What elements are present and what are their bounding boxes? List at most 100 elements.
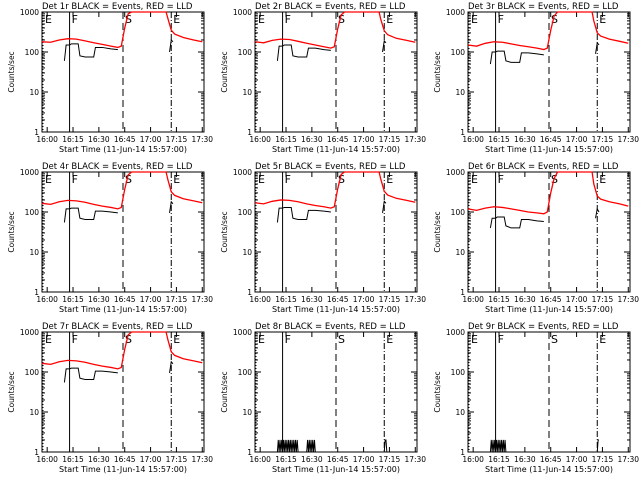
marker-label: E xyxy=(258,13,265,26)
series-lld xyxy=(467,11,629,51)
y-tick-label: 1000 xyxy=(233,8,252,17)
y-tick-label: 100 xyxy=(25,208,40,217)
y-axis-label: Counts/sec xyxy=(220,51,229,92)
series-events xyxy=(276,206,331,223)
series-line xyxy=(383,439,388,453)
x-tick-label: 17:30 xyxy=(404,135,426,144)
y-tick-label: 1 xyxy=(34,448,39,457)
x-tick-label: 16:30 xyxy=(514,295,536,304)
y-tick-label: 100 xyxy=(238,208,253,217)
x-tick-label: 17:30 xyxy=(617,295,639,304)
y-tick-label: 1000 xyxy=(20,8,39,17)
x-tick-label: 17:00 xyxy=(353,295,375,304)
marker-label: S xyxy=(125,173,132,186)
marker-label: E xyxy=(599,333,606,346)
series-line xyxy=(276,206,331,223)
marker-label: S xyxy=(551,13,558,26)
x-tick-label: 16:45 xyxy=(327,295,349,304)
x-tick-label: 16:45 xyxy=(540,295,562,304)
y-tick-label: 1000 xyxy=(446,168,465,177)
marker-label: E xyxy=(45,333,52,346)
y-tick-label: 10 xyxy=(29,248,39,257)
series-events xyxy=(169,360,174,373)
x-tick-label: 16:00 xyxy=(249,135,271,144)
series-line xyxy=(467,11,629,51)
panel-7: Det 7r BLACK = Events, RED = LLD 1 10 100 10… xyxy=(7,322,213,474)
series-lld xyxy=(254,11,416,49)
x-tick-label: 16:00 xyxy=(36,135,58,144)
x-tick-label: 16:15 xyxy=(62,295,84,304)
y-tick-label: 1000 xyxy=(20,168,39,177)
y-tick-label: 1000 xyxy=(233,168,252,177)
panel-1: Det 1r BLACK = Events, RED = LLD 1 10 100 10… xyxy=(7,2,213,154)
panel-title: Det 4r BLACK = Events, RED = LLD xyxy=(42,162,193,172)
x-tick-label: 17:00 xyxy=(140,295,162,304)
x-tick-label: 16:15 xyxy=(62,135,84,144)
x-tick-label: 16:00 xyxy=(462,135,484,144)
y-tick-label: 1000 xyxy=(446,328,465,337)
x-tick-label: 16:15 xyxy=(62,455,84,464)
marker-label: F xyxy=(285,173,291,186)
y-axis-label: Counts/sec xyxy=(433,371,442,412)
series-events xyxy=(595,41,600,54)
marker-label: F xyxy=(72,173,78,186)
x-tick-label: 16:00 xyxy=(249,295,271,304)
series-line xyxy=(382,200,387,213)
y-tick-label: 100 xyxy=(238,48,253,57)
x-axis-label: Start Time (11-Jun-14 15:57:00) xyxy=(59,305,187,314)
series-line xyxy=(467,171,629,215)
y-axis-label: Counts/sec xyxy=(7,211,16,252)
x-axis-label: Start Time (11-Jun-14 15:57:00) xyxy=(272,465,400,474)
panel-title: Det 8r BLACK = Events, RED = LLD xyxy=(255,322,406,332)
marker-label: S xyxy=(125,333,132,346)
series-line xyxy=(595,207,600,219)
y-axis-label: Counts/sec xyxy=(220,371,229,412)
y-tick-label: 1 xyxy=(34,128,39,137)
panel-title: Det 6r BLACK = Events, RED = LLD xyxy=(468,162,619,172)
series-line xyxy=(276,439,316,453)
panel-8: Det 8r BLACK = Events, RED = LLD 1 10 100 10… xyxy=(220,322,426,474)
x-tick-label: 17:15 xyxy=(379,295,401,304)
series-line xyxy=(169,38,174,53)
series-events xyxy=(169,200,174,213)
x-tick-label: 17:30 xyxy=(191,295,213,304)
series-line xyxy=(489,439,507,453)
series-line xyxy=(254,171,416,209)
series-line xyxy=(63,207,118,223)
y-tick-label: 1 xyxy=(34,288,39,297)
x-tick-label: 17:15 xyxy=(592,135,614,144)
series-line xyxy=(63,367,118,383)
series-line xyxy=(169,200,174,213)
marker-label: F xyxy=(285,13,291,26)
series-events xyxy=(383,439,388,453)
y-tick-label: 10 xyxy=(242,88,252,97)
marker-label: E xyxy=(258,333,265,346)
panel-title: Det 7r BLACK = Events, RED = LLD xyxy=(42,322,193,332)
y-tick-label: 1000 xyxy=(446,8,465,17)
marker-label: E xyxy=(386,173,393,186)
series-line xyxy=(41,11,203,49)
x-tick-label: 16:00 xyxy=(36,455,58,464)
panel-title: Det 9r BLACK = Events, RED = LLD xyxy=(468,322,619,332)
x-tick-label: 16:30 xyxy=(88,295,110,304)
x-tick-label: 17:15 xyxy=(592,295,614,304)
series-events xyxy=(63,367,118,383)
x-axis-label: Start Time (11-Jun-14 15:57:00) xyxy=(272,305,400,314)
y-tick-label: 10 xyxy=(242,408,252,417)
panel-2: Det 2r BLACK = Events, RED = LLD 1 10 100 10… xyxy=(220,2,426,154)
y-tick-label: 10 xyxy=(455,88,465,97)
y-axis-label: Counts/sec xyxy=(7,371,16,412)
y-axis-label: Counts/sec xyxy=(433,211,442,252)
x-tick-label: 16:00 xyxy=(462,295,484,304)
y-axis-label: Counts/sec xyxy=(433,51,442,92)
x-tick-label: 16:00 xyxy=(249,455,271,464)
x-tick-label: 17:30 xyxy=(617,455,639,464)
x-tick-label: 17:15 xyxy=(166,295,188,304)
series-lld xyxy=(467,171,629,215)
x-axis-label: Start Time (11-Jun-14 15:57:00) xyxy=(272,145,400,154)
series-events xyxy=(595,207,600,219)
y-tick-label: 1000 xyxy=(233,328,252,337)
x-tick-label: 17:15 xyxy=(166,455,188,464)
x-tick-label: 16:45 xyxy=(114,455,136,464)
x-tick-label: 17:00 xyxy=(566,135,588,144)
